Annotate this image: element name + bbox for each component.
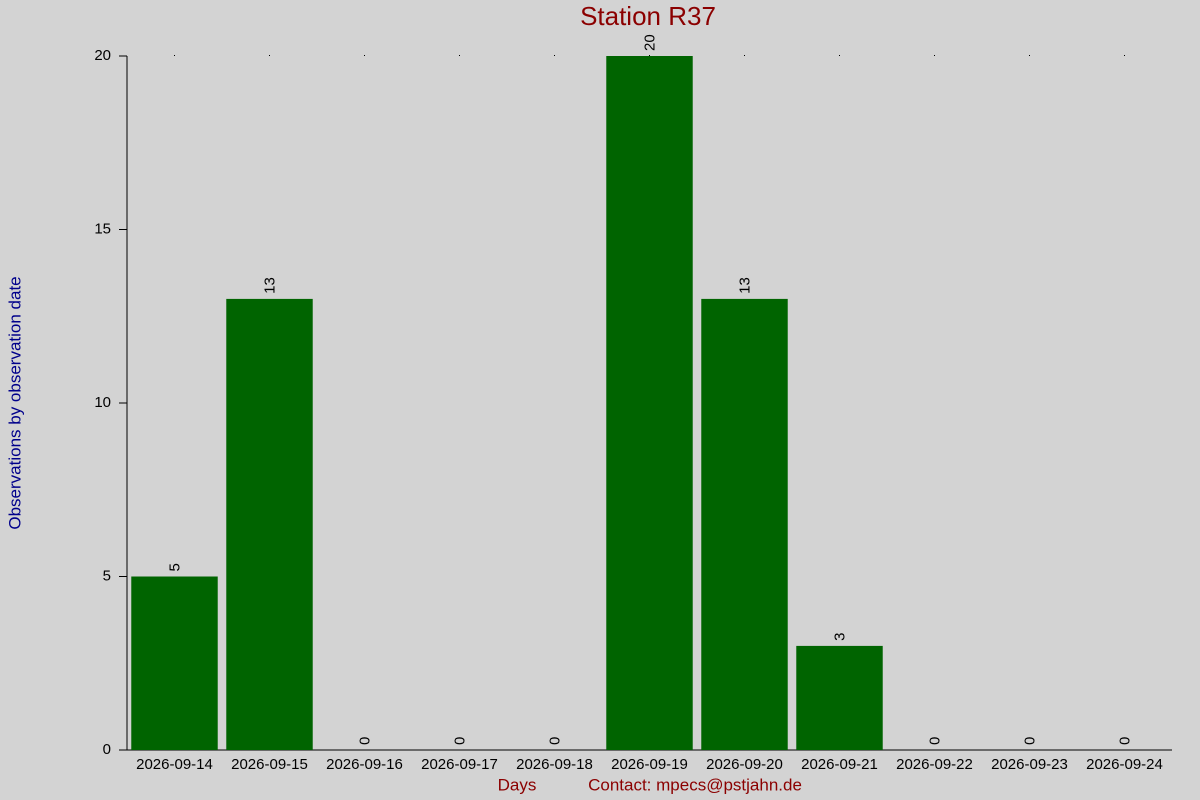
x-tick-label: 2026-09-23 <box>991 756 1068 773</box>
value-label: 0 <box>926 737 943 745</box>
bar <box>701 298 788 750</box>
value-label: 13 <box>261 277 278 294</box>
x-tick-label: 2026-09-21 <box>801 756 878 773</box>
bar <box>226 298 313 750</box>
y-tick-label: 15 <box>94 220 111 237</box>
x-tick-label: 2026-09-14 <box>136 756 213 773</box>
x-tick-label: 2026-09-15 <box>231 756 308 773</box>
x-tick-label: 2026-09-16 <box>326 756 403 773</box>
value-label: 0 <box>546 737 563 745</box>
chart-title: Station R37 <box>580 1 716 31</box>
y-tick-label: 10 <box>94 394 111 411</box>
x-tick-label: 2026-09-18 <box>516 756 593 773</box>
bar <box>131 576 218 750</box>
value-label: 20 <box>641 34 658 51</box>
value-label: 0 <box>451 737 468 745</box>
x-tick-label: 2026-09-19 <box>611 756 688 773</box>
value-label: 0 <box>1021 737 1038 745</box>
y-axis-label: Observations by observation date <box>5 276 24 529</box>
bar <box>606 56 693 750</box>
value-label: 3 <box>831 633 848 641</box>
footer: Contact: mpecs@pstjahn.de <box>588 775 802 794</box>
value-label: 5 <box>166 563 183 571</box>
y-tick-label: 20 <box>94 47 111 64</box>
x-axis-label: Days <box>498 775 537 794</box>
x-tick-label: 2026-09-22 <box>896 756 973 773</box>
value-label: 0 <box>1116 737 1133 745</box>
value-label: 0 <box>356 737 373 745</box>
x-tick-label: 2026-09-20 <box>706 756 783 773</box>
bar <box>796 645 883 750</box>
y-tick-label: 5 <box>103 567 111 584</box>
x-tick-label: 2026-09-24 <box>1086 756 1163 773</box>
x-tick-label: 2026-09-17 <box>421 756 498 773</box>
value-label: 13 <box>736 277 753 294</box>
y-tick-label: 0 <box>103 741 111 758</box>
